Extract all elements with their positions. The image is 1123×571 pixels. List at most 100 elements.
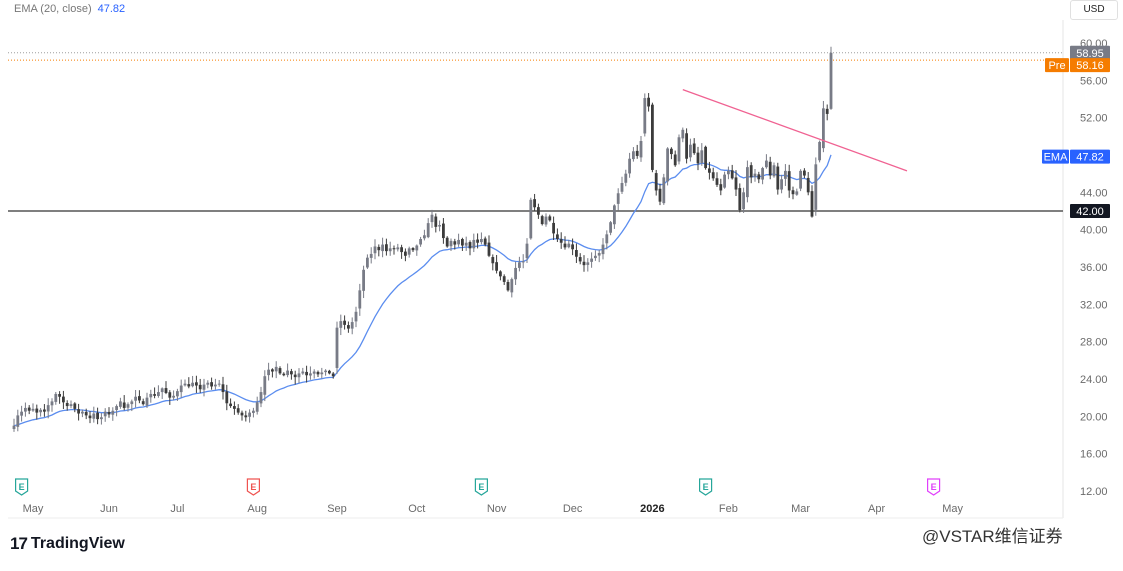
indicator-legend[interactable]: EMA (20, close) 47.82 xyxy=(14,3,125,15)
candle xyxy=(240,410,244,421)
candle-body xyxy=(31,408,35,411)
candle-body xyxy=(449,240,453,247)
candle xyxy=(453,238,457,250)
candle xyxy=(24,402,27,417)
candle xyxy=(347,321,350,333)
candle xyxy=(624,169,628,187)
candle-body xyxy=(107,411,111,415)
candle xyxy=(818,140,821,163)
earnings-marker: E xyxy=(15,478,29,496)
candle xyxy=(730,164,734,180)
time-axis-label: May xyxy=(942,503,963,515)
candle-body xyxy=(388,248,392,252)
candle-body xyxy=(628,158,631,174)
candle xyxy=(556,228,559,243)
candle-body xyxy=(305,371,308,376)
candle-body xyxy=(84,411,88,416)
candle xyxy=(430,209,434,228)
tradingview-logo[interactable]: 17 TradingView xyxy=(10,534,125,554)
candle-body xyxy=(514,267,517,280)
candle xyxy=(274,361,278,379)
candle-body xyxy=(312,371,316,374)
candle-body xyxy=(461,239,464,246)
candle-body xyxy=(358,290,362,309)
candle-body xyxy=(810,191,814,217)
candle xyxy=(525,238,529,263)
candle-body xyxy=(214,384,217,387)
candle-body xyxy=(575,250,578,257)
candle xyxy=(487,235,491,258)
candle xyxy=(810,185,814,218)
candle-body xyxy=(274,366,278,372)
candle xyxy=(248,409,251,423)
candle xyxy=(39,408,42,417)
candle-body xyxy=(578,257,582,262)
candle-body xyxy=(153,394,156,396)
candle xyxy=(46,398,50,419)
candle-body xyxy=(464,242,468,246)
candle xyxy=(533,193,536,212)
candle xyxy=(814,157,818,216)
candle-body xyxy=(259,392,263,404)
candle xyxy=(354,306,358,328)
candle xyxy=(126,402,130,412)
candle xyxy=(753,169,757,182)
candle-body xyxy=(324,370,327,373)
ema-label-tag-text: EMA xyxy=(1044,152,1069,164)
candle xyxy=(366,254,369,269)
candle xyxy=(377,244,381,257)
candle xyxy=(772,162,776,178)
ema-price-tag-bg xyxy=(1070,149,1110,164)
candle xyxy=(343,315,346,330)
candle-body xyxy=(24,407,27,412)
candle xyxy=(100,413,103,425)
candle xyxy=(711,167,715,181)
candle xyxy=(825,104,829,121)
earnings-letter: E xyxy=(703,482,709,492)
candle-body xyxy=(20,411,23,416)
candle xyxy=(787,164,791,198)
candle xyxy=(749,162,753,184)
candle xyxy=(780,174,783,194)
candle-body xyxy=(423,235,426,239)
candle xyxy=(324,369,327,376)
candle-body xyxy=(715,178,719,185)
price-tick-label: 32.00 xyxy=(1080,299,1108,311)
candle-body xyxy=(597,253,601,256)
candle-body xyxy=(708,168,711,173)
candle-body xyxy=(92,413,96,419)
candle-body xyxy=(803,170,806,176)
pre-price-tag-text: 58.16 xyxy=(1076,60,1104,72)
price-tick-label: 16.00 xyxy=(1080,449,1108,461)
candle-body xyxy=(613,205,616,225)
candle xyxy=(639,136,643,162)
candle xyxy=(620,176,624,195)
last-price-tag: 58.95 xyxy=(1070,45,1110,60)
earnings-badge xyxy=(699,478,713,496)
candle-body xyxy=(12,425,16,430)
candle-body xyxy=(749,165,753,178)
candle xyxy=(388,241,392,256)
candle xyxy=(689,138,692,162)
candle-body xyxy=(172,395,175,398)
candle xyxy=(396,243,400,252)
candle xyxy=(734,170,738,196)
candle-body xyxy=(605,234,609,244)
candle-body xyxy=(381,244,384,252)
currency-button[interactable]: USD xyxy=(1070,0,1118,20)
candle xyxy=(153,387,156,399)
candle xyxy=(293,370,297,385)
candle-body xyxy=(366,257,369,268)
candle xyxy=(575,243,578,263)
candle-body xyxy=(772,165,776,177)
candle xyxy=(510,277,514,298)
candle-body xyxy=(88,415,92,419)
candle xyxy=(12,418,16,432)
earnings-badge xyxy=(474,478,488,496)
candle xyxy=(206,380,210,389)
earnings-marker: E xyxy=(699,478,713,496)
candle-body xyxy=(738,188,742,211)
candle xyxy=(392,245,396,255)
earnings-letter: E xyxy=(478,482,484,492)
